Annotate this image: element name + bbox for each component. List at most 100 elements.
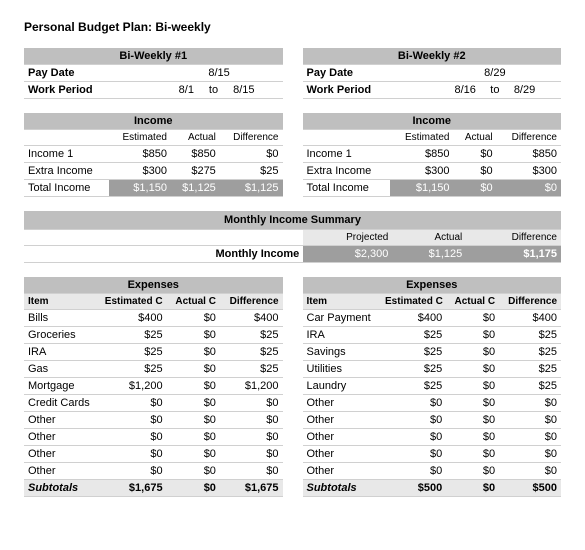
row-diff: $25 (499, 344, 561, 361)
col-actual: Actual (171, 130, 220, 146)
row-label: Groceries (24, 327, 101, 344)
expense-col: Actual C (446, 294, 499, 310)
total-diff: $1,125 (220, 180, 283, 197)
expense-col: Difference (220, 294, 283, 310)
row-act: $0 (167, 412, 220, 429)
income-row: Income 1 $850 $0 $850 (303, 146, 562, 163)
col-difference: Difference (497, 130, 561, 146)
col-actual: Actual (453, 130, 496, 146)
total-act: $1,125 (171, 180, 220, 197)
row-est: $850 (109, 146, 171, 163)
row-label: IRA (24, 344, 101, 361)
row-diff: $25 (220, 361, 283, 378)
expense-row: Credit Cards $0 $0 $0 (24, 395, 283, 412)
expense-row: Groceries $25 $0 $25 (24, 327, 283, 344)
row-act: $0 (167, 344, 220, 361)
col-actual: Actual (392, 230, 466, 246)
row-act: $0 (446, 412, 499, 429)
expense-row: Other $0 $0 $0 (24, 463, 283, 480)
row-est: $300 (390, 163, 453, 180)
row-diff: $1,200 (220, 378, 283, 395)
summary-label: Monthly Income (24, 246, 303, 263)
row-label: Gas (24, 361, 101, 378)
row-diff: $25 (220, 163, 283, 180)
row-diff: $0 (499, 395, 561, 412)
expense-row: Other $0 $0 $0 (24, 429, 283, 446)
row-est: $25 (101, 361, 167, 378)
col-projected: Projected (303, 230, 392, 246)
row-act: $850 (171, 146, 220, 163)
expense-row: Savings $25 $0 $25 (303, 344, 562, 361)
total-label: Total Income (24, 180, 109, 197)
expenses-tables: ExpensesItemEstimated CActual CDifferenc… (24, 277, 561, 497)
row-label: Other (24, 429, 101, 446)
expense-row: Other $0 $0 $0 (303, 463, 562, 480)
expense-row: Other $0 $0 $0 (303, 429, 562, 446)
income-total: Total Income $1,150 $1,125 $1,125 (24, 180, 283, 197)
income-tables: Income Estimated Actual Difference Incom… (24, 113, 561, 197)
row-act: $0 (446, 429, 499, 446)
row-act: $0 (167, 310, 220, 327)
row-diff: $25 (220, 344, 283, 361)
expenses-table-2: ExpensesItemEstimated CActual CDifferenc… (303, 277, 562, 497)
row-diff: $0 (499, 412, 561, 429)
row-diff: $0 (499, 446, 561, 463)
income-header: Income (24, 113, 283, 130)
row-label: Car Payment (303, 310, 382, 327)
subtotal-est: $500 (381, 480, 446, 497)
total-est: $1,150 (390, 180, 453, 197)
total-est: $1,150 (109, 180, 171, 197)
pay-date-label: Pay Date (24, 65, 156, 82)
row-label: Savings (303, 344, 382, 361)
subtotal-est: $1,675 (101, 480, 167, 497)
item-label: Item (24, 294, 101, 310)
row-est: $0 (381, 412, 446, 429)
row-est: $400 (101, 310, 167, 327)
row-diff: $25 (499, 327, 561, 344)
expense-col: Difference (499, 294, 561, 310)
subtotal-diff: $500 (499, 480, 561, 497)
row-act: $0 (167, 446, 220, 463)
period-to: to (198, 82, 229, 99)
income-total: Total Income $1,150 $0 $0 (303, 180, 562, 197)
row-diff: $25 (499, 378, 561, 395)
income-header: Income (303, 113, 562, 130)
col-estimated: Estimated (390, 130, 453, 146)
income-row: Extra Income $300 $275 $25 (24, 163, 283, 180)
row-diff: $0 (220, 412, 283, 429)
row-label: Credit Cards (24, 395, 101, 412)
row-diff: $0 (499, 463, 561, 480)
biweekly-headers: Bi-Weekly #1 Pay Date 8/15 Work Period 8… (24, 48, 561, 99)
row-act: $0 (167, 395, 220, 412)
row-est: $850 (390, 146, 453, 163)
row-label: Utilities (303, 361, 382, 378)
row-label: Income 1 (303, 146, 391, 163)
expense-row: Mortgage $1,200 $0 $1,200 (24, 378, 283, 395)
row-est: $400 (381, 310, 446, 327)
total-label: Total Income (303, 180, 391, 197)
expense-row: IRA $25 $0 $25 (24, 344, 283, 361)
row-label: Other (303, 429, 382, 446)
row-act: $0 (167, 327, 220, 344)
row-est: $0 (101, 429, 167, 446)
row-act: $0 (446, 395, 499, 412)
row-label: Other (24, 446, 101, 463)
income-row: Extra Income $300 $0 $300 (303, 163, 562, 180)
income-table-2: Income Estimated Actual Difference Incom… (303, 113, 562, 197)
row-est: $25 (101, 344, 167, 361)
row-label: Laundry (303, 378, 382, 395)
row-act: $0 (453, 163, 496, 180)
col-difference: Difference (220, 130, 283, 146)
row-act: $0 (446, 378, 499, 395)
summary-actual: $1,125 (392, 246, 466, 263)
row-est: $25 (381, 361, 446, 378)
period-to: to (480, 82, 510, 99)
row-act: $0 (446, 344, 499, 361)
expense-col: Estimated C (101, 294, 167, 310)
row-diff: $0 (220, 146, 283, 163)
pay-date-label: Pay Date (303, 65, 429, 82)
row-diff: $25 (499, 361, 561, 378)
row-est: $0 (101, 463, 167, 480)
expense-row: Gas $25 $0 $25 (24, 361, 283, 378)
page-title: Personal Budget Plan: Bi-weekly (24, 20, 561, 34)
